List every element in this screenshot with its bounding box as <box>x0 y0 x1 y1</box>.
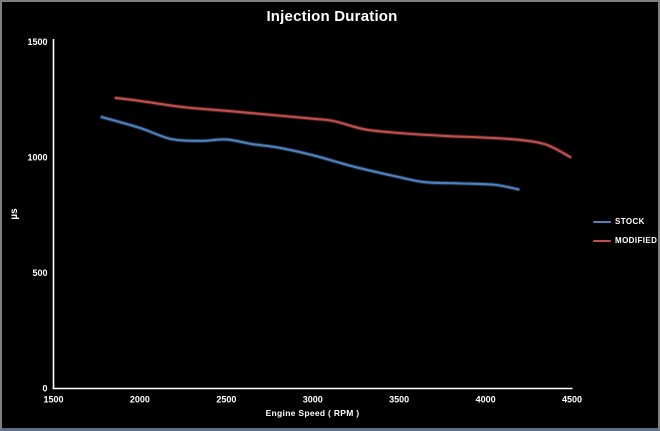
modified-series-line <box>114 96 572 159</box>
x-tick-label: 2500 <box>216 395 236 405</box>
y-tick-label: 1000 <box>27 153 47 163</box>
stock-line-swatch <box>593 220 611 223</box>
x-tick-label: 4500 <box>562 395 582 405</box>
y-tick-label: 500 <box>32 268 47 278</box>
x-axis-title: Engine Speed ( RPM ) <box>265 408 360 418</box>
chart-title: Injection Duration <box>266 8 398 25</box>
stock-series-glow <box>99 115 521 192</box>
x-tick-label: 1500 <box>43 395 63 405</box>
x-tick-label: 4000 <box>476 395 496 405</box>
x-tick-label: 2000 <box>130 395 150 405</box>
y-tick-label: 1500 <box>27 37 47 47</box>
x-tick-label: 3500 <box>389 395 409 405</box>
legend-label-stock: STOCK <box>615 217 645 226</box>
modified-line-swatch <box>593 239 611 242</box>
legend-label-modified: MODIFIED <box>615 236 658 245</box>
legend-item-stock: STOCK <box>593 217 645 226</box>
stock-series-line <box>100 116 520 191</box>
y-tick-label: 0 <box>42 384 47 394</box>
x-tick-label: 3000 <box>303 395 323 405</box>
legend-item-modified: MODIFIED <box>593 236 657 245</box>
y-axis-title: µs <box>9 208 20 220</box>
